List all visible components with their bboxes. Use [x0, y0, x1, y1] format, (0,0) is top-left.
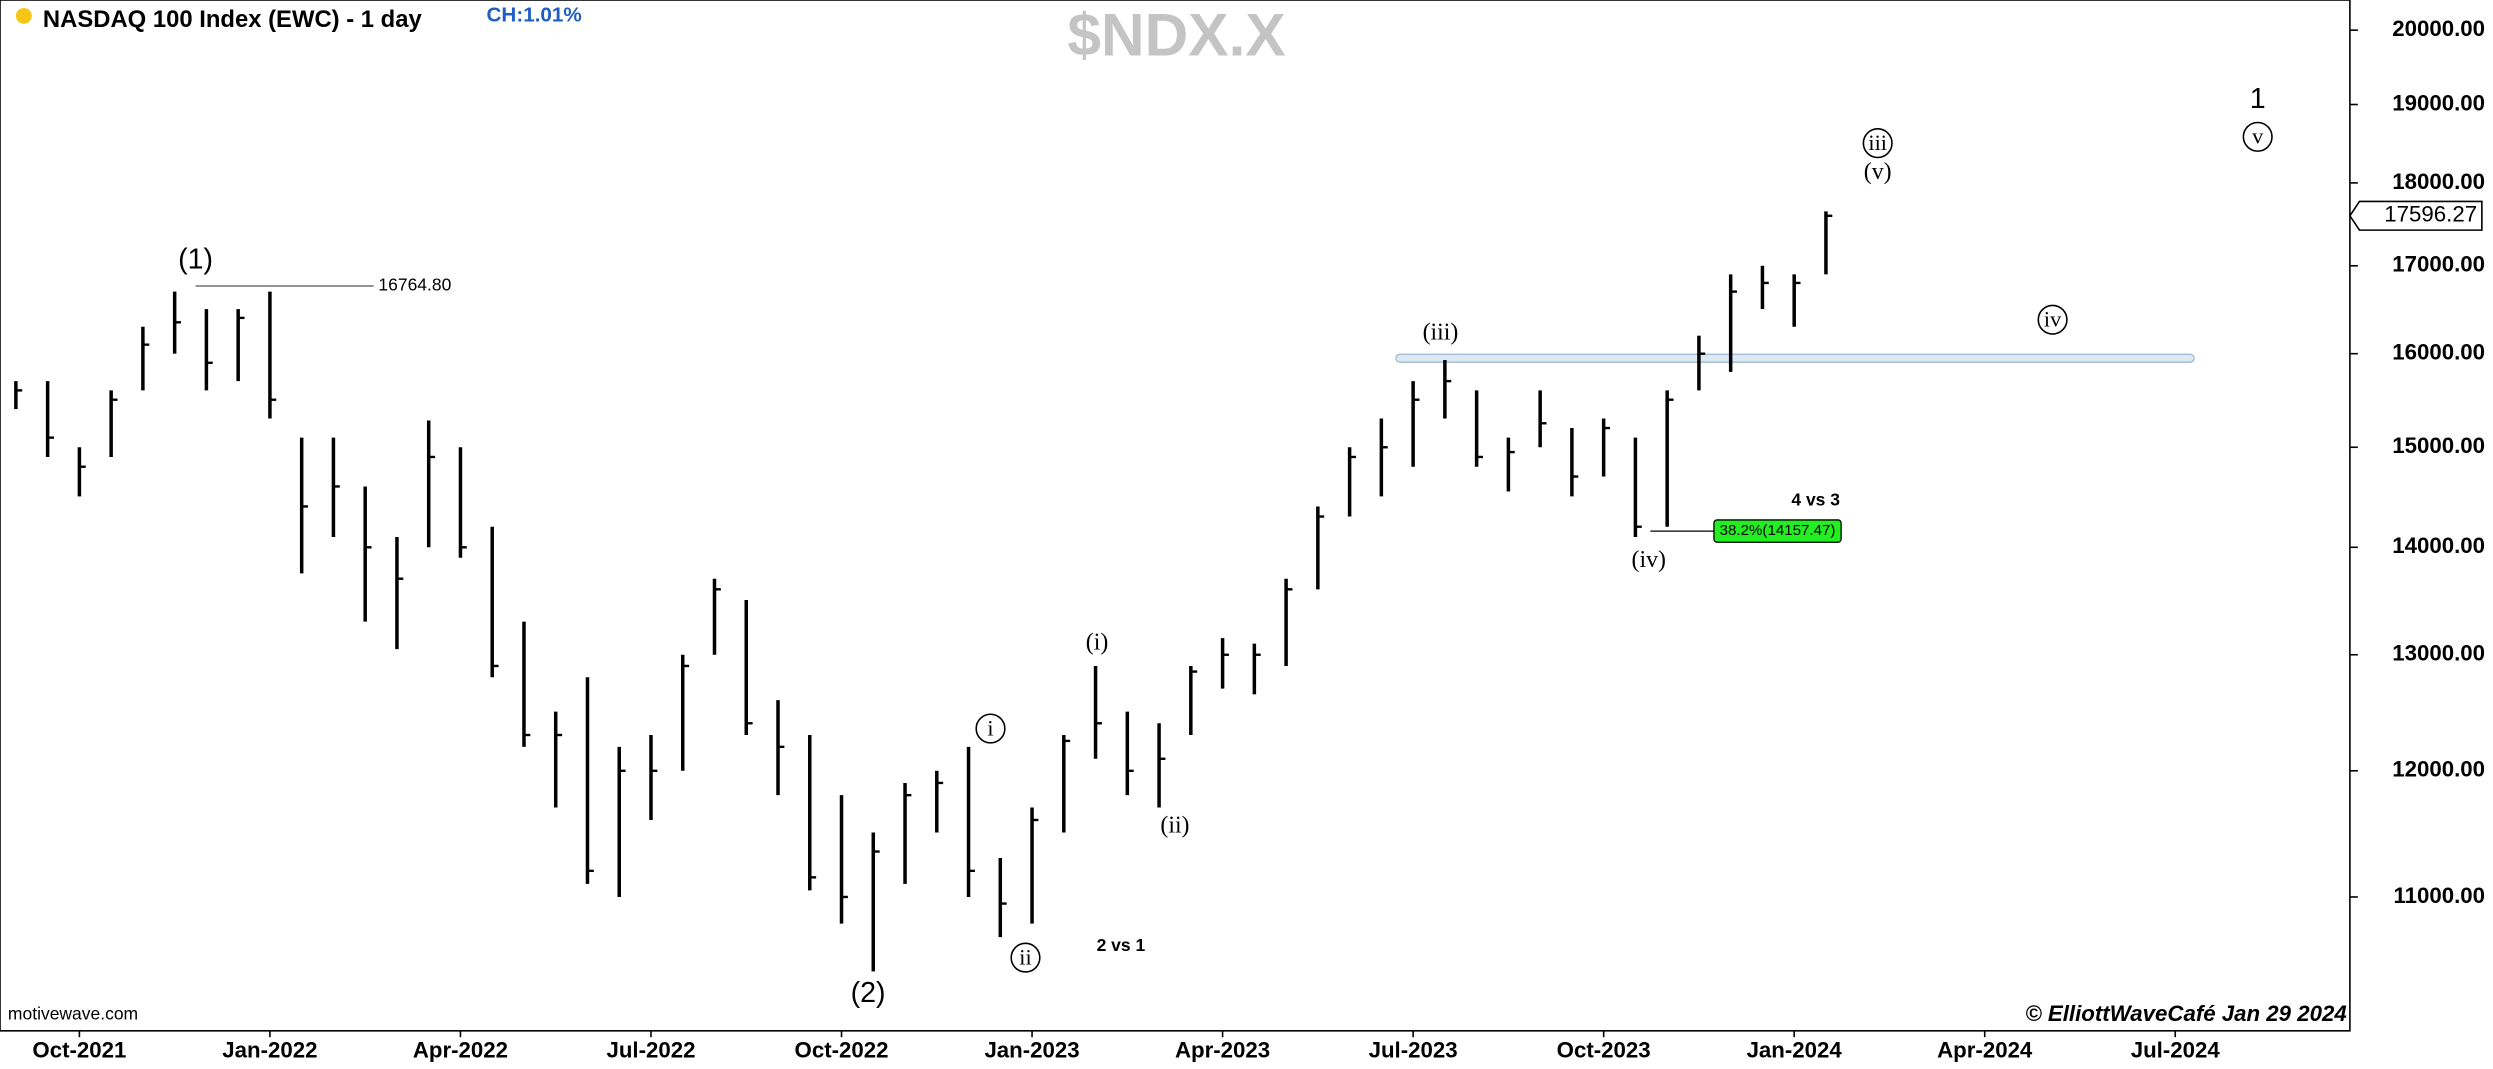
- wave-label: (iv): [1632, 547, 1666, 573]
- credit-label: © ElliottWaveCafé Jan 29 2024: [2025, 1001, 2346, 1026]
- last-price-box: [2348, 200, 2483, 231]
- wave-label: (2): [851, 977, 886, 1009]
- note-label: 2 vs 1: [1097, 935, 1146, 955]
- wave-circle: [1010, 942, 1041, 973]
- wave-label: (i): [1086, 630, 1109, 656]
- wave-label: i: [987, 715, 993, 740]
- x-tick-label: Jul-2022: [606, 1037, 695, 1062]
- symbol-watermark: $NDX.X: [1067, 1, 1285, 69]
- plot-frame: [0, 0, 2351, 1032]
- x-tick-label: Apr-2022: [413, 1037, 508, 1062]
- level-label: 38.2%(14157.47): [1720, 522, 1836, 539]
- x-tick-label: Oct-2021: [32, 1037, 126, 1062]
- chart-title: NASDAQ 100 Index (EWC) - 1 day: [43, 6, 423, 33]
- x-tick-label: Jan-2022: [222, 1037, 317, 1062]
- y-tick-label: 13000.00: [2392, 641, 2485, 666]
- x-tick-label: Jul-2024: [2131, 1037, 2221, 1062]
- x-tick-label: Jan-2023: [984, 1037, 1079, 1062]
- wave-label: iv: [2044, 306, 2062, 331]
- wave-label: (ii): [1160, 813, 1189, 839]
- x-tick-label: Jul-2023: [1369, 1037, 1458, 1062]
- wave-label: v: [2252, 124, 2264, 149]
- wave-circle: [975, 713, 1006, 744]
- wave-label: (iii): [1423, 320, 1459, 346]
- change-label: CH:1.01%: [487, 3, 582, 26]
- wave-circle: [1862, 128, 1893, 159]
- note-label: 4 vs 3: [1791, 490, 1840, 510]
- y-tick-label: 20000.00: [2392, 16, 2485, 41]
- level-box: [1713, 519, 1842, 543]
- x-tick-label: Apr-2023: [1175, 1037, 1270, 1062]
- wave-label: (1): [178, 243, 213, 275]
- wave-label: iii: [1868, 130, 1887, 155]
- level-label: 16764.80: [378, 275, 451, 295]
- y-tick-label: 19000.00: [2392, 90, 2485, 115]
- wave-label: 1: [2250, 83, 2266, 115]
- y-tick-label: 14000.00: [2392, 533, 2485, 558]
- resistance-zone: [1395, 353, 2195, 363]
- status-dot: [15, 7, 32, 24]
- y-tick-label: 12000.00: [2392, 757, 2485, 782]
- x-tick-label: Oct-2023: [1557, 1037, 1651, 1062]
- x-tick-label: Oct-2022: [795, 1037, 889, 1062]
- y-tick-label: 11000.00: [2393, 883, 2485, 908]
- wave-circle: [2037, 304, 2068, 335]
- wave-label: ii: [1019, 944, 1031, 969]
- wave-label: (v): [1864, 159, 1892, 185]
- y-tick-label: 18000.00: [2392, 169, 2485, 194]
- last-price-label: 17596.27: [2384, 202, 2477, 227]
- x-tick-label: Jan-2024: [1747, 1037, 1843, 1062]
- x-tick-label: Apr-2024: [1937, 1037, 2033, 1062]
- y-tick-label: 17000.00: [2392, 252, 2485, 277]
- y-tick-label: 15000.00: [2392, 433, 2485, 458]
- wave-circle: [2242, 121, 2273, 152]
- y-tick-label: 16000.00: [2392, 340, 2485, 365]
- source-label: motivewave.com: [8, 1004, 138, 1024]
